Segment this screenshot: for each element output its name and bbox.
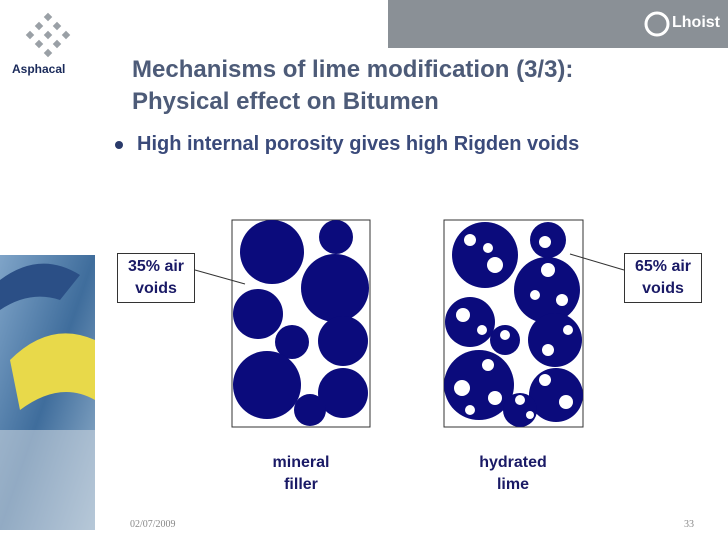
logo-text: Asphacal: [12, 62, 66, 76]
callout: 35% air voids: [117, 253, 195, 303]
page-number: 33: [684, 519, 694, 530]
box-label: hydrated lime: [479, 454, 547, 493]
box-label: mineral filler: [272, 454, 330, 493]
title: Physical effect on Bitumen: [132, 88, 439, 115]
bullet-text: High internal porosity gives high Rigden…: [137, 133, 580, 155]
title: Mechanisms of lime modification (3/3):: [132, 56, 574, 83]
callout: 65% air voids: [624, 253, 702, 303]
logo-text: Lhoist: [672, 14, 720, 31]
footer-date: 02/07/2009: [130, 519, 176, 530]
